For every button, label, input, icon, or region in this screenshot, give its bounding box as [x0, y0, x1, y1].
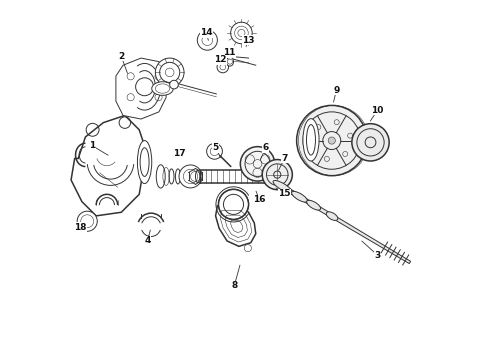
Text: 9: 9: [333, 86, 340, 95]
Circle shape: [219, 189, 248, 220]
Circle shape: [231, 22, 252, 44]
Polygon shape: [267, 176, 411, 264]
Text: 5: 5: [213, 143, 219, 152]
Circle shape: [197, 30, 218, 50]
Text: 17: 17: [173, 149, 186, 158]
Ellipse shape: [137, 140, 152, 184]
Text: 3: 3: [374, 251, 381, 260]
Text: 11: 11: [222, 48, 235, 57]
Circle shape: [179, 165, 202, 188]
Circle shape: [352, 124, 389, 161]
Circle shape: [245, 244, 251, 252]
Text: 15: 15: [278, 189, 291, 198]
Ellipse shape: [292, 192, 307, 202]
Polygon shape: [116, 58, 166, 119]
Circle shape: [170, 80, 178, 89]
Text: 16: 16: [253, 195, 266, 204]
Text: 2: 2: [118, 52, 124, 61]
Ellipse shape: [226, 57, 234, 66]
Polygon shape: [71, 116, 147, 216]
Text: 10: 10: [371, 105, 384, 114]
Ellipse shape: [303, 119, 319, 161]
Text: 1: 1: [90, 141, 96, 150]
Circle shape: [155, 58, 184, 87]
Text: 13: 13: [243, 36, 255, 45]
Circle shape: [296, 105, 367, 176]
Circle shape: [240, 147, 275, 181]
Ellipse shape: [326, 212, 338, 220]
Polygon shape: [216, 206, 256, 246]
Text: 12: 12: [214, 55, 227, 64]
Text: 7: 7: [281, 154, 288, 163]
Text: 4: 4: [144, 237, 150, 246]
Circle shape: [217, 61, 228, 73]
Text: 6: 6: [263, 143, 269, 152]
Circle shape: [77, 211, 97, 231]
Ellipse shape: [307, 200, 320, 210]
Circle shape: [328, 137, 335, 144]
Circle shape: [262, 159, 293, 190]
Ellipse shape: [152, 82, 173, 95]
Ellipse shape: [156, 165, 165, 188]
Text: 14: 14: [200, 28, 213, 37]
Circle shape: [207, 143, 222, 159]
Ellipse shape: [273, 180, 292, 193]
Text: 18: 18: [74, 223, 86, 232]
Text: 8: 8: [231, 281, 237, 290]
